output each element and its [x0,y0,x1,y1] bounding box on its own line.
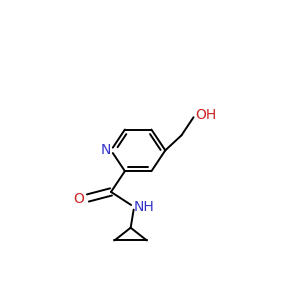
Text: NH: NH [134,200,155,214]
Text: O: O [74,192,85,206]
Text: OH: OH [195,107,217,122]
Text: N: N [100,143,111,157]
